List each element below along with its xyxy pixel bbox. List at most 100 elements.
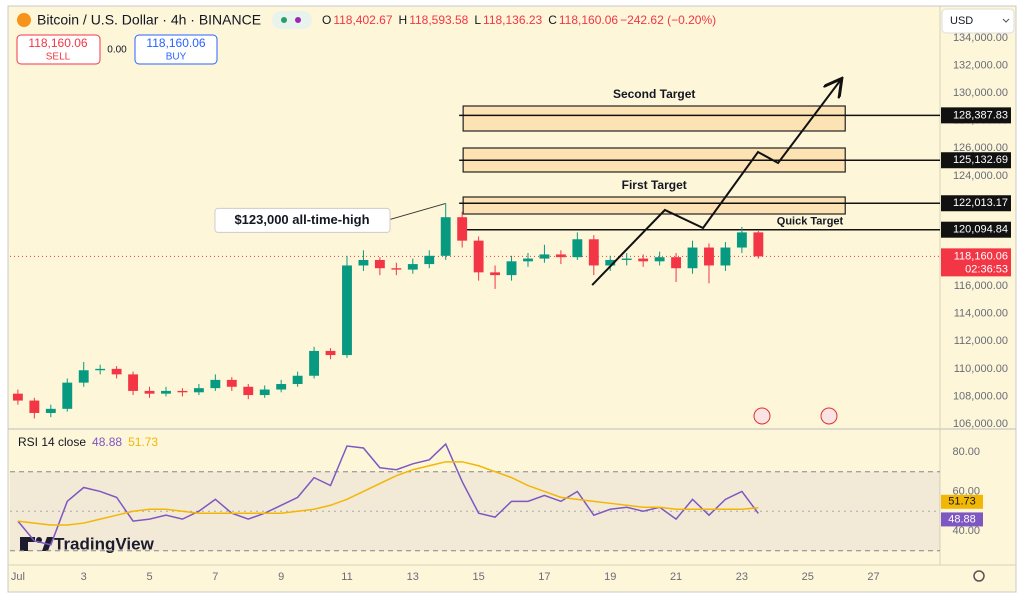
annotation-line [389, 202, 446, 220]
candle-body [45, 408, 56, 413]
rsi-line [17, 461, 759, 526]
rsi-line [17, 442, 759, 546]
rsi-badge [941, 494, 983, 509]
countdown: 02:36:53 [965, 263, 1008, 275]
rsi-badge-label: 51.73 [948, 496, 976, 508]
candle-body [62, 382, 73, 409]
candle-body [523, 258, 533, 262]
candle-body [276, 384, 287, 390]
event-icon[interactable] [820, 407, 838, 425]
candle-body [407, 264, 418, 270]
y-tick-label: 132,000.00 [953, 59, 1008, 71]
symbol-title[interactable]: Bitcoin / U.S. Dollar · 4h · BINANCE [37, 12, 261, 28]
candle-body [440, 217, 451, 256]
candle-body [259, 389, 270, 396]
rsi-title: RSI 14 close [18, 435, 86, 449]
last-price-label: 118,160.06 [954, 250, 1008, 262]
x-tick-label: 27 [867, 571, 879, 583]
logo-bar [20, 537, 35, 542]
sell-button[interactable] [16, 34, 101, 65]
rsi-badge [941, 512, 983, 527]
frame [7, 5, 1017, 593]
rsi-legend: RSI 14 close 48.88 51.73 [18, 435, 158, 449]
price-line-label: 122,013.17 [953, 197, 1008, 209]
rsi-badge-label: 48.88 [948, 513, 976, 525]
price-line-badge [941, 221, 1011, 238]
ohlc-item: 118,136.23 [483, 13, 542, 27]
link-pill[interactable] [272, 11, 312, 29]
y-tick-label: 124,000.00 [953, 170, 1008, 182]
y-tick-label: 126,000.00 [953, 142, 1008, 154]
dropdown-caret [1002, 18, 1010, 23]
sell-label: SELL [46, 52, 71, 63]
candle-body [572, 239, 583, 258]
rsi-value: 48.88 [92, 435, 122, 449]
x-tick-label: 9 [278, 571, 284, 583]
price-line-label: 120,094.84 [953, 224, 1008, 236]
x-tick-label: Jul [11, 571, 25, 583]
candle-body [128, 374, 139, 391]
spread: 0.00 [107, 45, 127, 56]
price-line-badge [941, 107, 1011, 124]
candle-body [539, 254, 550, 259]
target-zone [462, 105, 846, 132]
candle-body [144, 390, 155, 394]
ohlc-item: L [474, 13, 481, 27]
y-tick-label: 110,000.00 [954, 363, 1008, 375]
last-price-badge [941, 248, 1011, 277]
candle-body [111, 368, 122, 375]
candle-body [473, 240, 484, 273]
candle-body [753, 232, 764, 257]
y-tick-label: 114,000.00 [954, 308, 1008, 320]
y-tick-label: 106,000.00 [953, 418, 1008, 430]
candle-body [736, 232, 747, 248]
watermark: TradingView [54, 534, 155, 553]
candle-body [457, 217, 468, 241]
x-tick-label: 21 [670, 571, 682, 583]
x-tick-label: 19 [604, 571, 616, 583]
price-line-badge [941, 195, 1011, 212]
candle-body [654, 257, 665, 262]
candle-body [588, 239, 599, 266]
currency-dropdown[interactable] [941, 8, 1015, 34]
candle-body [638, 258, 649, 262]
candle-body [78, 370, 89, 383]
candle-body [95, 368, 106, 371]
zone-label: Second Target [613, 87, 695, 101]
event-icon[interactable] [753, 407, 771, 425]
sell-price: 118,160.06 [28, 36, 87, 50]
zone-label: First Target [622, 178, 687, 192]
x-tick-label: 11 [341, 571, 352, 583]
target-zone [462, 196, 846, 215]
buy-button[interactable] [134, 34, 218, 65]
y-tick-label: 112,000.00 [954, 335, 1008, 347]
price-line-badge [941, 152, 1011, 169]
candle-body [555, 254, 566, 258]
x-tick-label: 15 [472, 571, 484, 583]
candle-body [671, 257, 682, 269]
candle-body [687, 247, 698, 269]
y-tick-label: 116,000.00 [954, 280, 1008, 292]
candle-body [29, 400, 40, 413]
buy-price: 118,160.06 [146, 36, 205, 50]
candle-body [391, 268, 402, 270]
x-tick-label: 25 [802, 571, 814, 583]
buy-label: BUY [166, 52, 187, 63]
x-tick-label: 5 [146, 571, 152, 583]
candle-body [226, 379, 237, 387]
ohlc-item: H [399, 13, 408, 27]
y-tick-label: 134,000.00 [953, 32, 1008, 44]
currency-label: USD [950, 15, 973, 27]
candle-body [210, 379, 221, 389]
ohlc-item: C [548, 13, 557, 27]
candle-body [243, 386, 254, 396]
price-line-label: 128,387.83 [953, 109, 1008, 121]
settings-icon[interactable] [973, 570, 985, 582]
x-tick-label: 13 [407, 571, 419, 583]
annotation-box [214, 207, 391, 233]
ohlc-item: −242.62 (−0.20%) [620, 13, 716, 27]
candle-body [506, 261, 517, 276]
candle-body [325, 350, 336, 356]
x-tick-label: 23 [736, 571, 748, 583]
quick-target-label: Quick Target [777, 216, 844, 228]
